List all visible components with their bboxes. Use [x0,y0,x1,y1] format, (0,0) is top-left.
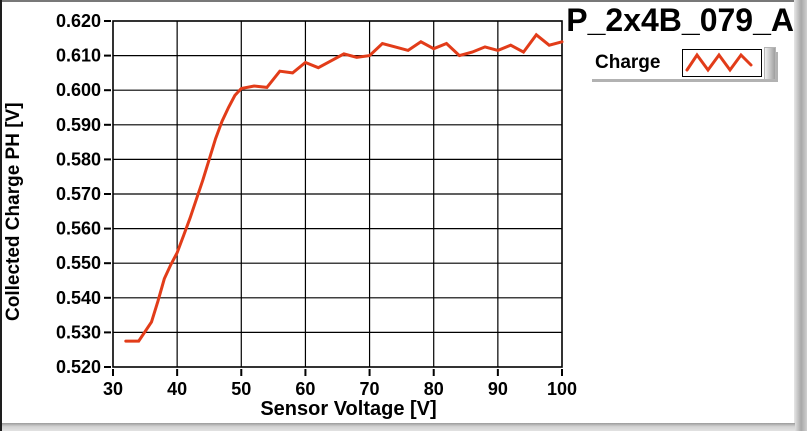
x-tick-label: 50 [231,379,251,399]
y-tick-label: 0.620 [56,11,101,31]
y-tick-label: 0.520 [56,357,101,377]
x-tick-label: 40 [167,379,187,399]
y-tick-label: 0.600 [56,80,101,100]
y-tick-label: 0.610 [56,46,101,66]
plot-legend[interactable]: Charge [588,46,777,80]
left-edge-line [0,0,2,431]
y-tick-label: 0.530 [56,322,101,342]
legend-zigzag-icon [685,52,753,73]
y-tick-label: 0.540 [56,288,101,308]
x-tick-label: 100 [547,379,577,399]
top-edge-line [0,0,807,2]
y-tick-label: 0.570 [56,184,101,204]
y-tick-label: 0.550 [56,253,101,273]
y-tick-label: 0.580 [56,149,101,169]
x-tick-label: 30 [103,379,123,399]
legend-label: Charge [595,52,661,73]
legend-sample-box[interactable] [682,49,763,77]
x-tick-label: 60 [295,379,315,399]
x-axis-title: Sensor Voltage [V] [260,398,437,420]
plot-frame [112,20,563,368]
x-tick-label: 70 [360,379,380,399]
x-tick-label: 90 [488,379,508,399]
legend-edge-cap [764,46,777,80]
series-line-charge [124,32,564,343]
y-tick-label: 0.560 [56,219,101,239]
x-tick-label: 80 [424,379,444,399]
graph-title: P_2x4B_079_A [566,2,794,38]
bottom-edge-band [2,423,795,431]
y-tick-label: 0.590 [56,115,101,135]
y-axis-title: Collected Charge PH [V] [3,102,24,321]
right-edge-band [794,0,807,431]
